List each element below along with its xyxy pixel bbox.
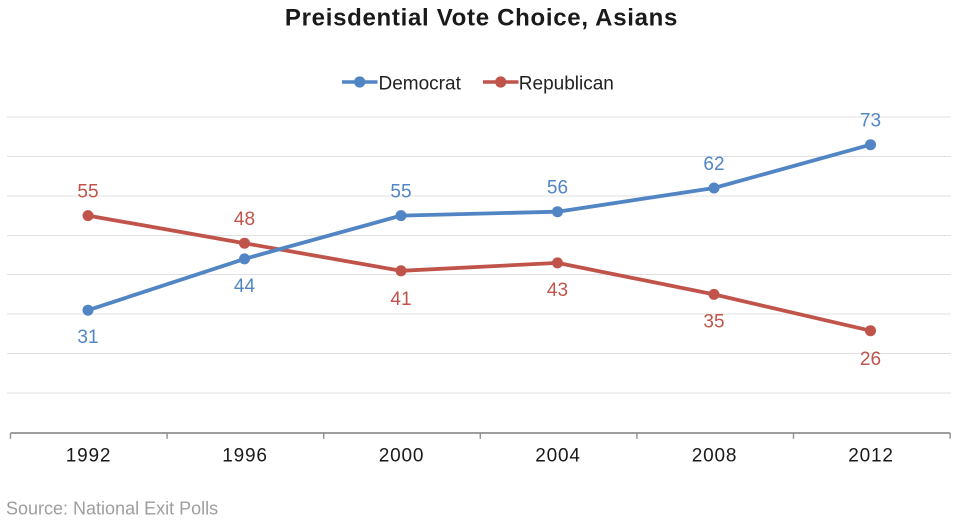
svg-text:2012: 2012 (848, 446, 893, 467)
svg-text:62: 62 (703, 154, 724, 175)
svg-text:2000: 2000 (379, 446, 424, 467)
svg-text:Democrat: Democrat (379, 73, 462, 94)
svg-text:56: 56 (547, 178, 568, 199)
svg-text:31: 31 (77, 327, 98, 348)
svg-text:43: 43 (547, 280, 568, 301)
svg-text:48: 48 (234, 209, 255, 230)
svg-text:73: 73 (860, 111, 881, 132)
svg-text:Preisdential Vote Choice, Asia: Preisdential Vote Choice, Asians (285, 5, 678, 32)
svg-text:35: 35 (703, 311, 724, 332)
svg-text:55: 55 (390, 182, 411, 203)
svg-text:2008: 2008 (692, 446, 737, 467)
svg-text:1992: 1992 (66, 446, 111, 467)
svg-text:2004: 2004 (535, 446, 580, 467)
svg-text:41: 41 (390, 289, 411, 310)
svg-text:55: 55 (77, 182, 98, 203)
svg-text:26: 26 (860, 349, 881, 370)
svg-text:Source: National Exit Polls: Source: National Exit Polls (6, 499, 218, 519)
svg-text:Republican: Republican (519, 73, 614, 94)
svg-text:44: 44 (234, 276, 256, 297)
svg-text:1996: 1996 (222, 446, 267, 467)
